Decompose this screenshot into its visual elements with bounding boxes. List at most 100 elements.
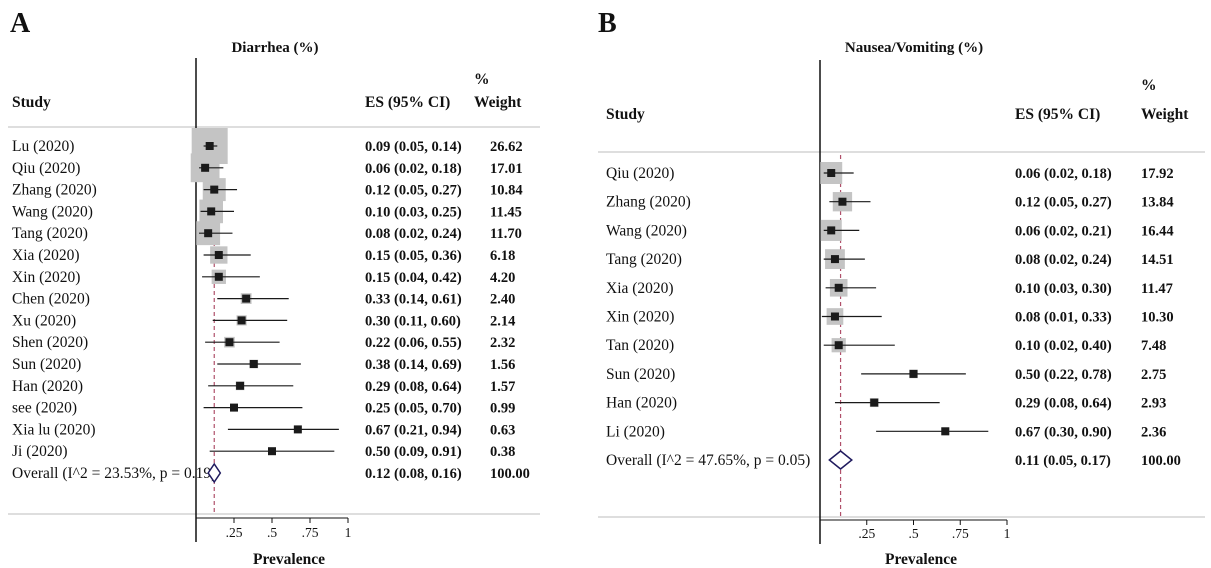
study-weight: 10.84 <box>490 183 523 199</box>
panel-b-weight-header-pct: % <box>1141 77 1157 94</box>
panel-a-x-label: Prevalence <box>253 551 325 568</box>
point-estimate <box>941 427 950 436</box>
study-weight: 7.48 <box>1141 338 1166 354</box>
point-estimate <box>827 226 836 235</box>
point-estimate <box>830 255 839 264</box>
study-label: Han (2020) <box>606 395 677 412</box>
panel-a: A Diarrhea (%) Study ES (95% CI) % Weigh… <box>8 8 540 568</box>
study-es-ci: 0.67 (0.30, 0.90) <box>1015 424 1112 440</box>
point-estimate <box>236 381 245 390</box>
overall-label: Overall (I^2 = 23.53%, p = 0.19) <box>12 465 216 482</box>
study-label: Xia (2020) <box>12 247 80 264</box>
study-weight: 6.18 <box>490 248 515 264</box>
point-estimate <box>249 360 258 368</box>
study-label: Han (2020) <box>12 378 83 395</box>
x-tick-label: .75 <box>952 526 969 541</box>
overall-es-ci: 0.11 (0.05, 0.17) <box>1015 453 1111 469</box>
overall-label: Overall (I^2 = 47.65%, p = 0.05) <box>606 452 810 469</box>
study-es-ci: 0.29 (0.08, 0.64) <box>365 379 462 395</box>
panel-b-weight-header: Weight <box>1141 106 1189 123</box>
x-tick-label: .75 <box>302 525 319 540</box>
study-label: Lu (2020) <box>12 138 74 155</box>
study-label: Wang (2020) <box>12 203 93 220</box>
overall-weight: 100.00 <box>1141 453 1181 469</box>
study-weight: 2.36 <box>1141 424 1166 440</box>
study-label: Wang (2020) <box>606 222 687 239</box>
point-estimate <box>834 341 843 350</box>
study-weight: 1.57 <box>490 379 515 395</box>
study-label: Xu (2020) <box>12 312 76 329</box>
x-tick-label: .5 <box>267 525 277 540</box>
x-tick-label: .5 <box>908 526 918 541</box>
study-weight: 13.84 <box>1141 195 1174 211</box>
overall-diamond <box>207 462 222 484</box>
point-estimate <box>870 398 879 407</box>
study-weight: 2.40 <box>490 292 515 308</box>
panel-label-b: B <box>598 8 617 39</box>
study-es-ci: 0.08 (0.01, 0.33) <box>1015 310 1112 326</box>
point-estimate <box>205 142 214 150</box>
study-es-ci: 0.25 (0.05, 0.70) <box>365 401 462 417</box>
panel-b-es-header: ES (95% CI) <box>1015 106 1100 123</box>
study-weight: 2.75 <box>1141 367 1166 383</box>
study-label: Xin (2020) <box>606 309 674 326</box>
point-estimate <box>214 251 223 259</box>
panel-a-weight-header: Weight <box>474 94 522 111</box>
point-estimate <box>242 294 251 303</box>
panel-b-x-label: Prevalence <box>885 551 957 568</box>
study-es-ci: 0.29 (0.08, 0.64) <box>1015 396 1112 412</box>
panel-a-marks <box>190 128 339 514</box>
study-label: Sun (2020) <box>12 356 81 373</box>
panel-b-marks <box>820 155 989 516</box>
study-label: Chen (2020) <box>12 291 90 308</box>
point-estimate <box>909 369 918 378</box>
panel-a-es-header: ES (95% CI) <box>365 94 450 111</box>
study-weight: 4.20 <box>490 270 515 286</box>
study-weight: 17.92 <box>1141 166 1174 182</box>
x-tick-label: 1 <box>1004 526 1011 541</box>
study-es-ci: 0.50 (0.22, 0.78) <box>1015 367 1112 383</box>
point-estimate <box>214 272 223 281</box>
x-tick-label: .25 <box>858 526 875 541</box>
point-estimate <box>838 197 847 206</box>
study-es-ci: 0.10 (0.03, 0.30) <box>1015 281 1112 297</box>
point-estimate <box>827 169 836 177</box>
study-label: Tang (2020) <box>12 225 88 242</box>
study-es-ci: 0.09 (0.05, 0.14) <box>365 139 462 155</box>
study-es-ci: 0.15 (0.04, 0.42) <box>365 270 462 286</box>
point-estimate <box>210 185 219 194</box>
panel-a-title: Diarrhea (%) <box>231 40 318 56</box>
overall-diamond <box>828 450 853 470</box>
point-estimate <box>834 283 843 292</box>
study-weight: 2.32 <box>490 335 515 351</box>
point-estimate <box>201 163 210 172</box>
panel-a-rows: Lu (2020) 0.09 (0.05, 0.14) 26.62 Qiu (2020… <box>12 138 530 482</box>
study-weight: 11.45 <box>490 204 522 220</box>
study-es-ci: 0.06 (0.02, 0.21) <box>1015 223 1112 239</box>
panel-b-x-axis: .25 .5 .75 1 <box>820 519 1011 541</box>
study-es-ci: 0.10 (0.02, 0.40) <box>1015 338 1112 354</box>
study-es-ci: 0.30 (0.11, 0.60) <box>365 313 461 329</box>
study-es-ci: 0.33 (0.14, 0.61) <box>365 292 462 308</box>
study-es-ci: 0.08 (0.02, 0.24) <box>1015 252 1112 268</box>
point-estimate <box>293 425 302 434</box>
point-estimate <box>204 229 213 238</box>
point-estimate <box>830 312 839 321</box>
study-label: Ji (2020) <box>12 443 68 460</box>
study-label: Qiu (2020) <box>12 160 80 177</box>
study-weight: 2.14 <box>490 313 515 329</box>
study-label: Tan (2020) <box>606 337 674 354</box>
study-label: Li (2020) <box>606 423 665 440</box>
study-label: Sun (2020) <box>606 366 675 383</box>
point-estimate <box>237 316 246 325</box>
study-weight: 11.70 <box>490 226 522 242</box>
panel-label-a: A <box>10 8 31 39</box>
study-weight: 10.30 <box>1141 310 1174 326</box>
study-label: Xin (2020) <box>12 269 80 286</box>
study-weight: 17.01 <box>490 161 523 177</box>
study-weight: 0.38 <box>490 444 515 460</box>
study-weight: 16.44 <box>1141 223 1174 239</box>
point-estimate <box>230 403 238 412</box>
study-weight: 0.99 <box>490 401 515 417</box>
